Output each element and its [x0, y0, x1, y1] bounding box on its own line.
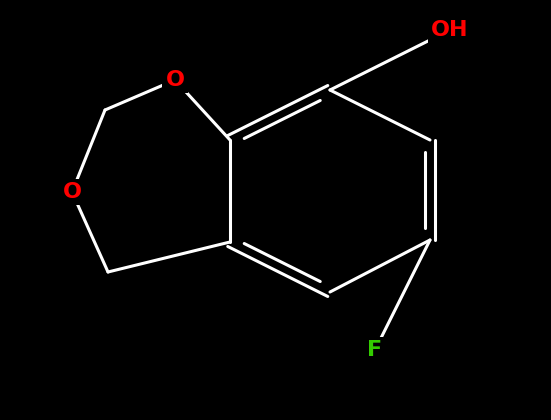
Text: O: O — [165, 70, 185, 90]
Text: F: F — [368, 340, 382, 360]
Text: O: O — [62, 182, 82, 202]
Text: OH: OH — [431, 20, 469, 40]
